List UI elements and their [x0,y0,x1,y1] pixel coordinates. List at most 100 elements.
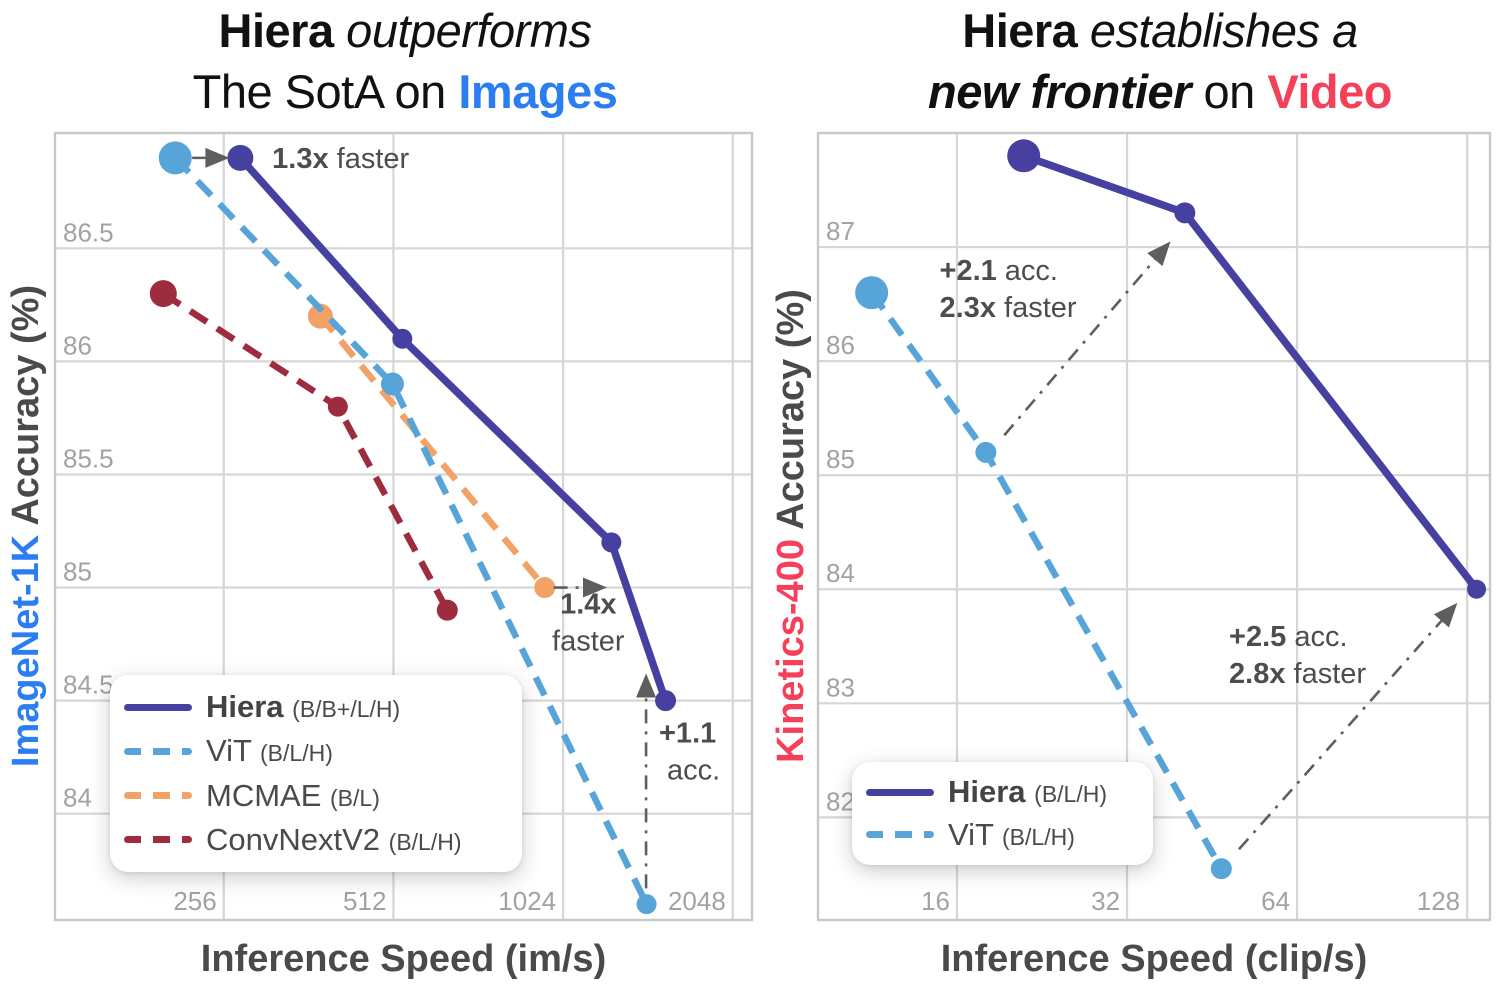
y-tick-label: 86 [826,330,855,360]
legend-variants: (B/L/H) [388,828,462,855]
point-mcmae-l [307,303,333,329]
series-line-hiera [1022,152,1480,592]
y-tick-label: 86.5 [63,217,114,247]
point-hiera-h [1007,139,1041,173]
annotation-arrowhead [636,673,657,698]
y-tick-label: 83 [826,672,855,702]
point-hiera-b+ [601,532,622,553]
y-tick-label: 84.5 [63,670,114,700]
legend-swatch-hiera [866,788,934,796]
annotation-arrowhead [205,147,230,168]
legend-label: Hiera [948,774,1026,810]
kinetics-plot: 87 86 85 84 83 82 16 32 64 128 +2.1 acc. 2.3x faste… [816,131,1492,922]
title-part: establishes a [1077,4,1358,57]
legend-item-convnextv2: ConvNextV2 (B/L/H) [124,822,522,858]
y-tick-label: 84 [826,558,855,588]
x-tick-label: 128 [1417,886,1460,916]
legend-item-mcmae: MCMAE (B/L) [124,778,522,814]
legend-label: MCMAE [206,777,322,813]
legend-label: ViT [206,733,252,769]
annotation-label: acc. [667,754,720,786]
y-tick-label: 84 [63,783,92,813]
title-part: new frontier [928,65,1191,118]
legend-item-hiera: Hiera (B/B+/L/H) [124,689,522,725]
annotation-label: +2.1 acc. [940,255,1058,287]
annotation-arrowhead [582,577,607,598]
point-convnextv2-l [327,396,348,417]
series-line-vit [172,155,650,906]
point-hiera-l [1174,202,1196,224]
right-chart-title: Hiera establishes a new frontier on Video [828,0,1492,122]
point-hiera-b [655,690,677,712]
annotation-label: 1.4x [560,588,616,620]
title-part: outperforms [333,4,592,57]
legend-item-vit: ViT (B/L/H) [866,817,1153,853]
point-convnextv2-b [436,599,458,621]
legend-swatch-vit [124,747,192,755]
legend-label: Hiera [206,689,284,725]
legend-swatch-convnextv2 [124,836,192,844]
legend-item-vit: ViT (B/L/H) [124,733,522,769]
annotation-arrowhead [1433,602,1458,628]
y-tick-label: 85.5 [63,443,114,473]
annotation-label: 1.3x faster [272,143,409,175]
annotation-label: faster [552,625,625,657]
right-legend: Hiera (B/L/H) ViT (B/L/H) [852,762,1153,865]
annotation-label: +2.5 acc. [1229,621,1348,653]
annotation-label: +1.1 [659,717,716,749]
legend-variants: (B/L) [330,784,380,811]
left-legend: Hiera (B/B+/L/H) ViT (B/L/H) MCMAE (B/L) Co… [110,675,522,872]
x-tick-label: 1024 [498,886,556,916]
point-mcmae-b [534,577,556,599]
point-vit-b [636,894,657,915]
point-vit-l [380,372,404,396]
title-part: Images [458,65,618,118]
plot-border [816,131,1492,922]
right-x-axis-title: Inference Speed (clip/s) [940,938,1368,980]
point-hiera-b [1467,579,1487,599]
x-tick-label: 16 [921,886,950,916]
point-vit-l [975,441,997,463]
y-tick-label: 86 [63,330,92,360]
point-vit-h [158,141,192,175]
x-tick-label: 64 [1261,886,1290,916]
x-tick-label: 512 [343,886,386,916]
annotation-arrow-line [1003,251,1162,437]
annotation-label: 2.8x faster [1229,658,1366,690]
point-vit-b [1210,858,1232,880]
point-hiera-l [392,328,413,349]
y-tick-label: 85 [63,557,92,587]
legend-variants: (B/L/H) [260,740,333,767]
y-tick-label: 87 [826,216,855,246]
series-line-mcmae [317,314,548,590]
x-tick-label: 256 [173,886,216,916]
title-part: Hiera [962,4,1078,57]
x-tick-label: 32 [1091,886,1120,916]
y-tick-label: 82 [826,786,855,816]
left-chart-title: Hiera outperforms The SotA on Images [55,0,755,122]
title-part: The SotA on [192,65,459,118]
legend-item-hiera: Hiera (B/L/H) [866,774,1153,810]
legend-variants: (B/L/H) [1002,823,1075,850]
point-hiera-h [227,144,254,171]
legend-variants: (B/L/H) [1034,781,1108,808]
title-part: on [1190,65,1268,118]
annotation-arrowhead [1147,241,1171,267]
x-tick-label: 2048 [668,886,726,916]
legend-label: ViT [948,816,994,852]
plot-border [53,131,754,922]
legend-swatch-mcmae [124,792,192,800]
series-line-hiera [237,155,670,702]
title-part: Video [1267,65,1392,118]
title-part: Hiera [218,4,335,57]
point-convnextv2-h [149,280,177,308]
legend-label: ConvNextV2 [206,821,381,857]
left-x-axis-title: Inference Speed (im/s) [200,938,607,980]
y-tick-label: 85 [826,444,855,474]
point-vit-h [855,276,889,310]
legend-variants: (B/B+/L/H) [292,696,401,723]
legend-swatch-vit [866,831,934,839]
annotation-label: 2.3x faster [940,292,1077,324]
